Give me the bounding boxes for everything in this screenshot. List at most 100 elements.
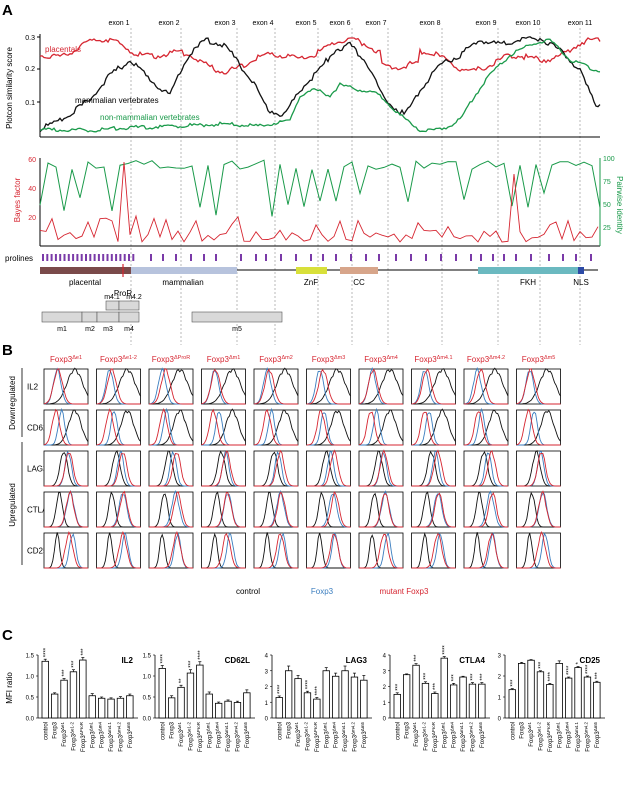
legend-control: control — [236, 587, 260, 596]
proline-tick — [106, 254, 109, 261]
mfi-bar — [275, 697, 283, 719]
column-header: Foxp3Δm1 — [207, 355, 241, 364]
proline-tick — [530, 254, 532, 261]
chart-xtick-label: Foxp3Δe1-2 — [536, 722, 544, 751]
chart-xtick-label: Foxp3Δm4 — [215, 722, 223, 748]
fkh-label: FKH — [520, 278, 536, 287]
panel-letter-a: A — [2, 2, 13, 19]
mammalian-line — [39, 36, 601, 133]
exon-label: exon 1 — [108, 20, 129, 27]
histogram-trace — [148, 367, 193, 405]
histogram-trace — [96, 368, 141, 405]
proline-tick — [365, 254, 367, 261]
histogram-trace — [464, 492, 508, 528]
placentals-line — [39, 37, 601, 75]
exon-label: exon 10 — [516, 20, 541, 27]
mfi-bar — [527, 659, 535, 719]
proline-tick — [265, 254, 267, 261]
m2-box — [81, 311, 98, 323]
histogram-trace — [464, 532, 508, 569]
histogram-trace — [411, 533, 456, 569]
panel-a: exon 1 exon 2 exon 3 exon 4 exon 5 exon 6 exon… — [5, 20, 624, 345]
chart-ytick-label: 0 — [383, 717, 387, 723]
m42-box — [118, 300, 140, 311]
chart-xtick-label: Foxp3Δm1 — [205, 722, 213, 748]
top-ytick: 0.3 — [25, 35, 35, 42]
proline-tick — [322, 254, 324, 261]
panel-b: Foxp3Δe1 Foxp3Δe1-2 Foxp3ΔProR Foxp3Δm1 Foxp… — [8, 355, 561, 596]
chart-xtick-label: Foxp3ΔProR — [79, 721, 87, 752]
chart-xtick-label: Foxp3Δm4.1 — [459, 722, 467, 752]
proline-tick — [440, 254, 442, 261]
exon-label: exon 11 — [568, 20, 592, 27]
fkh-domain — [478, 267, 580, 274]
chart-ytick-label: 0.0 — [26, 717, 35, 723]
mfi-bar — [350, 676, 359, 719]
significance-stars: *** — [71, 660, 77, 668]
mfi-bar — [440, 657, 448, 719]
proline-tick — [97, 254, 100, 261]
histogram-trace — [411, 532, 456, 569]
proline-tick — [378, 254, 380, 261]
m3-box — [96, 311, 120, 323]
mfi-bar — [341, 670, 349, 719]
row-label: CTLA4 — [27, 506, 52, 515]
histogram-trace — [411, 411, 456, 446]
proline-tick — [562, 254, 564, 261]
chart-ytick-label: 1 — [498, 696, 502, 702]
column-header: Foxp3ΔProR — [152, 355, 190, 364]
chart-xtick-label: Foxp3Δm4 — [450, 722, 458, 748]
proline-tick — [295, 254, 297, 261]
chart-xtick-label: Foxp3Δe1 — [60, 722, 68, 747]
histogram-trace — [411, 368, 456, 405]
chart-xtick-label: Foxp3 — [520, 721, 526, 738]
row-label: LAG3 — [27, 465, 48, 474]
histogram-trace — [516, 530, 561, 569]
mfi-bar — [322, 670, 330, 719]
mammalian-domain-label: mammalian — [162, 278, 203, 287]
panel-letter-c: C — [2, 627, 13, 644]
proline-tick — [76, 254, 79, 261]
proline-tick — [123, 254, 126, 261]
mfi-bar — [360, 679, 368, 719]
top-y-label: Plotcon similarity score — [5, 47, 14, 129]
significance-stars: *** — [480, 673, 486, 681]
significance-stars: *** — [470, 673, 476, 681]
chart-title: LAG3 — [346, 656, 368, 665]
exon-label: exon 4 — [252, 20, 273, 27]
histogram-trace — [44, 452, 88, 487]
mfi-bar — [205, 693, 213, 719]
column-header: Foxp3Δe1-2 — [100, 355, 137, 364]
significance-stars: ** — [179, 678, 185, 683]
proline-tick — [128, 254, 130, 261]
chart-ytick-label: 3 — [265, 669, 269, 675]
histogram-trace — [96, 368, 141, 405]
proline-tick — [93, 254, 96, 261]
significance-stars: **** — [442, 645, 448, 655]
mfi-bar — [214, 702, 223, 719]
mfi-bar — [593, 681, 601, 719]
histogram-trace — [306, 491, 351, 528]
bayes-ytick: 20 — [28, 215, 36, 222]
histogram-trace — [464, 491, 508, 528]
row-label: IL2 — [27, 383, 39, 392]
znf-label: ZnF — [304, 278, 318, 287]
significance-stars: *** — [452, 674, 458, 682]
chart-xtick-label: Foxp3Δm5 — [478, 722, 486, 748]
proline-tick — [335, 254, 337, 261]
histogram-box — [516, 409, 561, 446]
significance-stars: **** — [567, 665, 573, 675]
histogram-trace — [516, 490, 561, 528]
proline-tick — [480, 254, 482, 261]
chart-ytick-label: 2 — [383, 685, 387, 691]
mfi-bar — [107, 698, 115, 719]
significance-stars: **** — [548, 671, 554, 681]
upregulated-label: Upregulated — [8, 483, 17, 527]
histogram-trace — [516, 368, 561, 405]
histogram-trace — [516, 491, 561, 528]
proline-tick — [72, 254, 75, 261]
chart-xtick-label: Foxp3Δm4.1 — [107, 722, 115, 752]
histogram-trace — [149, 530, 193, 569]
histogram-trace — [201, 491, 246, 528]
proline-tick — [350, 254, 352, 261]
